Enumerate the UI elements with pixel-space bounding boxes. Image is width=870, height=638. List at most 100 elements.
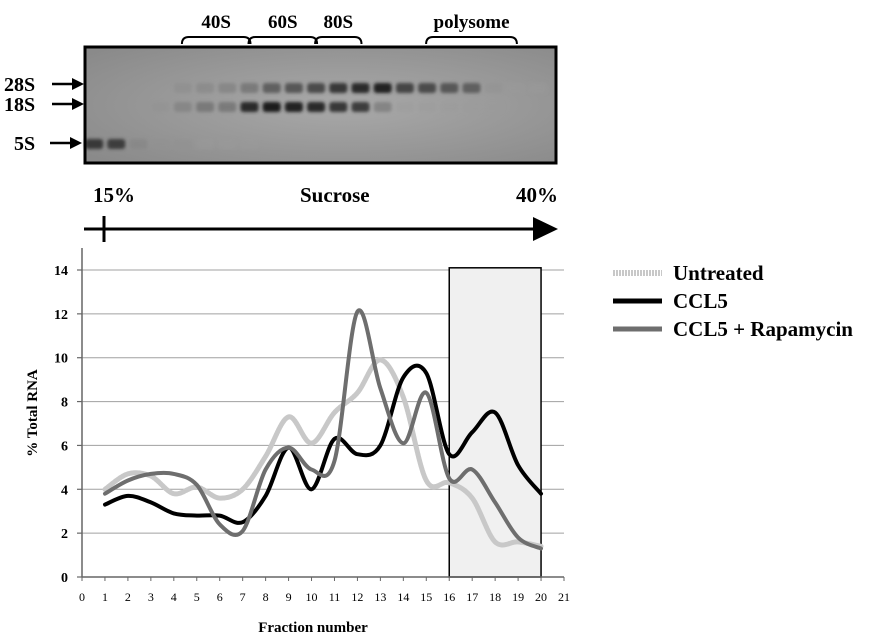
gel-band bbox=[418, 83, 437, 93]
gel-band bbox=[218, 83, 237, 93]
gel-band bbox=[395, 102, 414, 112]
fraction-group-label: 60S bbox=[268, 12, 298, 33]
gel-band bbox=[506, 83, 525, 93]
legend-label: CCL5 + Rapamycin bbox=[673, 317, 853, 341]
fraction-group-label: 80S bbox=[324, 12, 354, 33]
gel-band bbox=[329, 83, 348, 93]
x-tick-label: 13 bbox=[374, 590, 386, 604]
x-tick-label: 17 bbox=[466, 590, 478, 604]
gel-panel: 40S 60S 80S polysome 28S 18S 5S bbox=[4, 12, 558, 165]
gel-band bbox=[307, 83, 326, 93]
y-tick-label: 6 bbox=[61, 439, 68, 454]
plot-lines bbox=[102, 308, 544, 551]
band-label-18s-text: 18S bbox=[4, 94, 35, 116]
gel-band bbox=[329, 102, 348, 112]
x-tick-label: 9 bbox=[286, 590, 292, 604]
gel-band bbox=[484, 83, 503, 93]
gel-band bbox=[440, 102, 459, 112]
gradient-arrow-head-icon bbox=[533, 217, 558, 241]
arrow-head-icon bbox=[70, 137, 82, 149]
y-axis-label: % Total RNA bbox=[25, 369, 41, 457]
gel-band bbox=[440, 83, 459, 93]
x-tick-label: 4 bbox=[171, 590, 177, 604]
y-tick-label: 10 bbox=[54, 352, 68, 367]
gel-band bbox=[151, 139, 170, 149]
series-line-ccl5-rapamycin bbox=[103, 308, 543, 551]
y-tick-label: 14 bbox=[54, 264, 68, 279]
x-tick-label: 16 bbox=[443, 590, 455, 604]
gel-band bbox=[218, 102, 237, 112]
gel-band bbox=[284, 83, 303, 93]
arrow-head-icon bbox=[72, 98, 84, 110]
y-tick-labels: 0 2 4 6 8 10 12 14 bbox=[54, 264, 68, 586]
gel-band bbox=[262, 83, 281, 93]
x-tick-label: 7 bbox=[240, 590, 246, 604]
gel-band bbox=[240, 83, 259, 93]
fraction-bracket bbox=[180, 36, 252, 45]
legend-item: Untreated bbox=[613, 261, 764, 285]
gel-band bbox=[129, 139, 148, 149]
axes bbox=[77, 248, 565, 581]
gradient-end-label: 40% bbox=[516, 183, 558, 207]
series-line-untreated bbox=[102, 357, 544, 549]
gel-band bbox=[373, 83, 392, 93]
gel-band bbox=[529, 83, 548, 93]
x-tick-label: 5 bbox=[194, 590, 200, 604]
gel-band bbox=[373, 102, 392, 112]
gel-border bbox=[83, 45, 558, 165]
x-tick-label: 15 bbox=[420, 590, 432, 604]
gel-band bbox=[218, 139, 237, 149]
fraction-bracket bbox=[247, 36, 319, 45]
polysome-highlight-region bbox=[448, 267, 542, 578]
y-tick-label: 8 bbox=[61, 396, 68, 411]
gel-band bbox=[462, 102, 481, 112]
x-tick-label: 19 bbox=[512, 590, 524, 604]
legend-label: CCL5 bbox=[673, 289, 728, 313]
legend-label: Untreated bbox=[673, 261, 764, 285]
gradient-middle-label: Sucrose bbox=[300, 183, 370, 207]
sucrose-gradient: 15% Sucrose 40% bbox=[84, 183, 558, 242]
gel-band bbox=[284, 102, 303, 112]
series-line-ccl5 bbox=[103, 363, 543, 525]
y-tick-label: 4 bbox=[61, 483, 68, 498]
gel-band bbox=[173, 102, 192, 112]
x-tick-label: 2 bbox=[125, 590, 131, 604]
gel-band bbox=[418, 102, 437, 112]
y-tick-label: 2 bbox=[61, 527, 68, 542]
x-axis-label: Fraction number bbox=[258, 620, 368, 636]
gel-band bbox=[484, 102, 503, 112]
fraction-bracket bbox=[314, 36, 363, 45]
band-label-28s: 28S bbox=[4, 74, 84, 96]
x-tick-label: 8 bbox=[263, 590, 269, 604]
gel-band bbox=[262, 102, 281, 112]
legend-item: CCL5 bbox=[613, 289, 728, 313]
band-label-18s: 18S bbox=[4, 94, 84, 116]
fraction-bracket bbox=[425, 36, 518, 45]
x-tick-label: 0 bbox=[79, 590, 85, 604]
x-tick-label: 1 bbox=[102, 590, 108, 604]
legend-item: CCL5 + Rapamycin bbox=[613, 317, 853, 341]
x-tick-label: 12 bbox=[351, 590, 363, 604]
x-tick-label: 11 bbox=[329, 590, 341, 604]
band-label-28s-text: 28S bbox=[4, 74, 35, 96]
x-tick-label: 18 bbox=[489, 590, 501, 604]
gel-band bbox=[173, 139, 192, 149]
fraction-group-label: polysome bbox=[434, 12, 510, 33]
band-label-5s: 5S bbox=[14, 133, 82, 155]
y-tick-label: 0 bbox=[61, 571, 68, 586]
gel-band bbox=[196, 139, 215, 149]
gel-band bbox=[173, 83, 192, 93]
fraction-group-label: 40S bbox=[201, 12, 231, 33]
x-tick-label: 3 bbox=[148, 590, 154, 604]
gel-band bbox=[107, 139, 126, 149]
gradient-start-label: 15% bbox=[93, 183, 135, 207]
gel-band bbox=[151, 102, 170, 112]
y-tick-label: 12 bbox=[54, 308, 68, 323]
gel-fraction-brackets: 40S 60S 80S polysome bbox=[180, 12, 518, 45]
gel-band bbox=[240, 139, 259, 149]
x-tick-label: 14 bbox=[397, 590, 409, 604]
arrow-head-icon bbox=[72, 78, 84, 90]
x-tick-label: 20 bbox=[535, 590, 547, 604]
gel-band bbox=[351, 102, 370, 112]
x-tick-label: 6 bbox=[217, 590, 223, 604]
